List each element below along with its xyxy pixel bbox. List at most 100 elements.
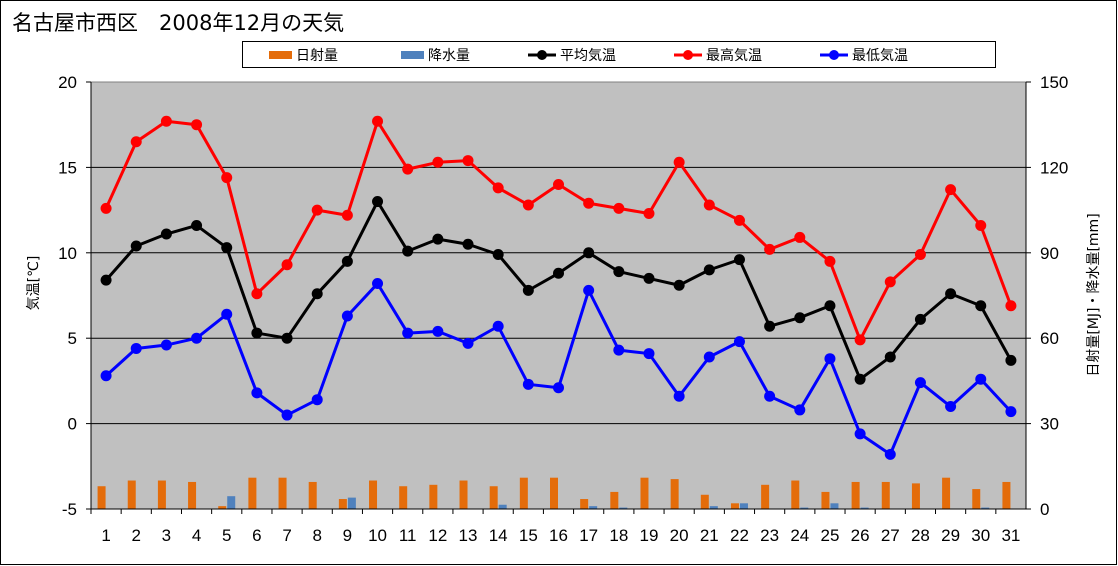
point-平均気温-day-21 (703, 264, 715, 276)
bar-日射量-day-25 (821, 491, 830, 509)
y-tick-label: 20 (58, 73, 77, 92)
x-tick-label: 31 (1001, 526, 1020, 545)
point-最高気温-day-14 (492, 182, 504, 194)
legend-swatch-降水量 (401, 51, 424, 59)
bar-日射量-day-6 (248, 477, 257, 509)
bar-日射量-day-23 (761, 484, 770, 509)
point-最高気温-day-29 (945, 184, 957, 196)
legend-marker-最高気温 (683, 50, 693, 60)
bar-日射量-day-8 (308, 481, 317, 509)
x-tick-label: 11 (399, 526, 417, 545)
point-最低気温-day-16 (553, 382, 564, 394)
bar-日射量-day-9 (338, 499, 347, 509)
y-tick-label: 15 (58, 158, 77, 177)
point-最高気温-day-12 (432, 156, 444, 168)
legend-label-平均気温: 平均気温 (560, 48, 616, 64)
point-平均気温-day-4 (191, 219, 203, 231)
bar-日射量-day-12 (429, 484, 438, 509)
point-最高気温-day-9 (341, 209, 353, 221)
point-平均気温-day-10 (372, 196, 384, 208)
point-平均気温-day-29 (945, 288, 957, 300)
point-最低気温-day-2 (130, 342, 142, 354)
x-tick-label: 2 (132, 526, 141, 545)
point-最低気温-day-27 (884, 448, 896, 460)
point-最高気温-day-24 (794, 231, 806, 243)
bar-日射量-day-18 (610, 491, 619, 509)
legend-box (242, 41, 996, 68)
bar-日射量-day-3 (157, 480, 166, 509)
point-最高気温-day-27 (884, 276, 896, 288)
bar-日射量-day-4 (188, 481, 197, 509)
point-平均気温-day-27 (884, 351, 896, 363)
point-最低気温-day-28 (914, 377, 926, 389)
y2-tick-label: 60 (1040, 329, 1059, 348)
legend-marker-平均気温 (537, 50, 547, 60)
y-axis-label: 気温[℃] (26, 256, 42, 311)
point-平均気温-day-16 (553, 267, 564, 279)
bar-降水量-day-30 (981, 507, 990, 509)
point-最低気温-day-7 (281, 409, 293, 421)
point-最高気温-day-6 (251, 288, 263, 300)
bar-降水量-day-26 (860, 507, 869, 509)
point-最高気温-day-25 (824, 255, 836, 267)
x-tick-label: 8 (312, 526, 321, 545)
point-最高気温-day-4 (191, 119, 203, 131)
x-tick-label: 14 (489, 526, 508, 545)
point-平均気温-day-20 (673, 279, 685, 291)
point-最高気温-day-20 (673, 156, 685, 168)
y2-axis-label: 日射量[MJ]・降水量[mm] (1086, 213, 1102, 376)
point-平均気温-day-22 (733, 254, 745, 266)
point-最低気温-day-1 (100, 370, 112, 382)
y2-tick-label: 90 (1040, 244, 1059, 263)
bar-日射量-day-21 (700, 494, 709, 509)
point-最低気温-day-26 (854, 428, 866, 440)
point-最低気温-day-15 (522, 378, 534, 390)
point-最低気温-day-14 (492, 320, 504, 332)
bar-日射量-day-13 (459, 480, 468, 509)
bars (97, 477, 1011, 509)
bar-日射量-day-5 (218, 506, 227, 509)
y-tick-label: 5 (68, 329, 77, 348)
point-平均気温-day-11 (402, 245, 414, 257)
point-平均気温-day-5 (221, 242, 233, 254)
point-平均気温-day-25 (824, 300, 836, 312)
x-tick-label: 13 (459, 526, 478, 545)
point-平均気温-day-30 (975, 300, 987, 312)
gridlines (91, 166, 1026, 425)
x-tick-label: 7 (282, 526, 291, 545)
y2-tick-label: 120 (1040, 158, 1068, 177)
point-最高気温-day-3 (160, 115, 172, 127)
point-最低気温-day-19 (643, 348, 655, 360)
point-平均気温-day-26 (854, 373, 866, 385)
bar-日射量-day-27 (881, 481, 890, 509)
point-最低気温-day-5 (221, 308, 233, 320)
legend-marker-最低気温 (829, 50, 839, 60)
bar-日射量-day-28 (911, 483, 920, 509)
bar-日射量-day-14 (489, 486, 498, 509)
chart-title: 名古屋市西区 2008年12月の天気 (12, 11, 344, 35)
x-tick-label: 3 (162, 526, 171, 545)
point-最高気温-day-2 (130, 136, 142, 148)
x-tick-label: 10 (368, 526, 387, 545)
point-平均気温-day-13 (462, 238, 474, 250)
point-平均気温-day-9 (341, 255, 353, 267)
point-最低気温-day-22 (733, 336, 745, 348)
x-tick-label: 20 (670, 526, 689, 545)
point-最高気温-day-21 (703, 199, 715, 211)
point-平均気温-day-19 (643, 272, 655, 284)
x-tick-label: 19 (640, 526, 659, 545)
point-最低気温-day-13 (462, 337, 474, 349)
point-平均気温-day-23 (764, 320, 776, 332)
legend-label-降水量: 降水量 (428, 48, 470, 64)
point-平均気温-day-7 (281, 332, 293, 344)
point-平均気温-day-28 (914, 313, 926, 325)
point-最低気温-day-17 (583, 284, 595, 296)
y2-tick-label: 150 (1040, 73, 1068, 92)
point-最低気温-day-6 (251, 387, 263, 399)
y-tick-label: 0 (68, 415, 77, 434)
point-最高気温-day-1 (100, 202, 112, 214)
point-最高気温-day-19 (643, 208, 655, 220)
point-最低気温-day-25 (824, 353, 836, 365)
bar-日射量-day-17 (580, 499, 589, 509)
